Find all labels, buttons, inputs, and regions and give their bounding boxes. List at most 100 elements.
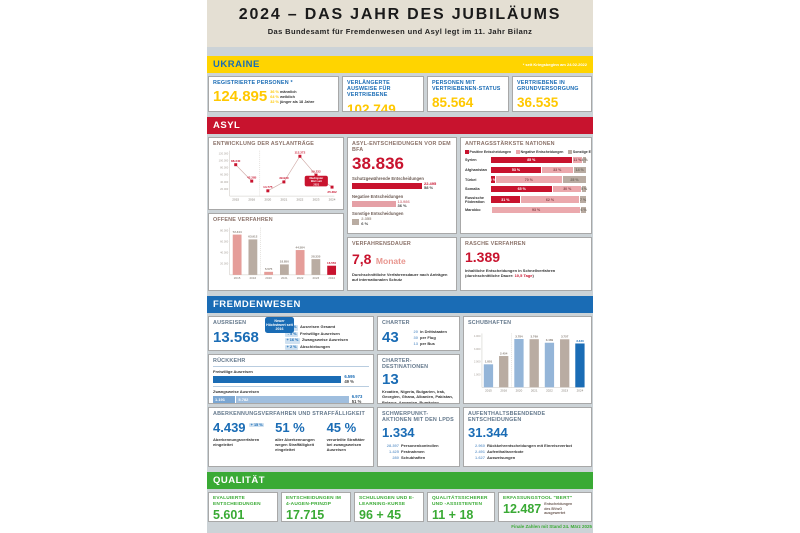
card-erfassungstool-bert: ERFASSUNGSTOOL "BERT" 12.487 Entscheidun… [498, 492, 592, 522]
legend-row: + 16 % Zwangsweise Ausreisen [285, 337, 349, 344]
svg-text:80.000: 80.000 [220, 166, 229, 170]
card-title: AUSREISEN [213, 320, 247, 326]
legend-row: 280 Schubhaften [392, 454, 426, 460]
card-title: ENTSCHEIDUNGEN IM 4-AUGEN-PRINZIP [286, 496, 342, 507]
svg-text:72.444: 72.444 [233, 230, 242, 234]
legend-row: 1.627 Ausweisungen [474, 454, 516, 460]
bar-label: Sonstige Entscheidungen [352, 211, 404, 217]
stat-value: 43 [382, 329, 399, 347]
svg-text:2022: 2022 [297, 276, 304, 280]
section-title-fremdenwesen: FREMDENWESEN [213, 299, 301, 310]
card-title: REGISTRIERTE PERSONEN * [213, 80, 293, 86]
stat-value: 36.535 [517, 95, 559, 111]
detail-row: 32 % jünger als 18 Jahre [270, 99, 315, 104]
svg-text:3.784: 3.784 [515, 335, 523, 339]
svg-text:2023: 2023 [561, 389, 568, 393]
card-vertriebenen-status: PERSONEN MIT VERTRIEBENEN-STATUS 85.564 [427, 76, 509, 112]
entscheidungen-bar-chart: Schutzgewährende Entscheidungen 22.495 58… [352, 176, 452, 227]
card-title: ENTWICKLUNG DER ASYLANTRÄGE [213, 141, 315, 147]
card-title: ASYL-ENTSCHEIDUNGEN VOR DEM BFA [352, 141, 451, 154]
svg-text:1.801: 1.801 [485, 360, 493, 364]
svg-text:112.272: 112.272 [294, 151, 305, 155]
bar: 1.191 5.782 [213, 395, 350, 403]
nation-row: Marokko 93 % 6 % [465, 206, 587, 214]
card-verfahrensdauer: VERFAHRENSDAUER 7,8 Monate Durchschnittl… [347, 237, 457, 291]
bar-segment: 14 % [573, 166, 587, 174]
stacked-bar: 93 % 6 % [491, 206, 587, 214]
svg-text:2021: 2021 [531, 389, 538, 393]
legend-swatch [465, 150, 469, 154]
decision-bar-row: Negative Entscheidungen 13.986 36 % [352, 194, 452, 209]
svg-text:2016: 2016 [248, 197, 255, 201]
bar-segment [213, 375, 343, 384]
card-title: VERTRIEBENE IN GRUNDVERSORGUNG [517, 80, 579, 93]
bar-segment: 33 % [541, 166, 574, 174]
card-charter-destinationen: CHARTER-DESTINATIONEN 13 Kroatien, Niger… [377, 354, 460, 404]
stat-details: 36 % männlich 64 % weiblich 32 % jünger … [270, 90, 314, 105]
svg-text:3.769: 3.769 [530, 335, 538, 339]
svg-text:2021: 2021 [281, 276, 288, 280]
stat-value: 12.487 [503, 502, 542, 517]
card-title: ERFASSUNGSTOOL "BERT" [503, 496, 573, 501]
svg-text:2015: 2015 [485, 389, 492, 393]
legend-row: 20 in Drittstaaten [413, 329, 447, 335]
bar-segment: 93 % [492, 206, 582, 214]
svg-text:63.912: 63.912 [248, 235, 257, 239]
masthead: 2024 – DAS JAHR DES JUBILÄUMS Das Bundes… [207, 0, 593, 47]
card-title: VERFAHRENSDAUER [352, 241, 412, 247]
stat-value: 124.895 [213, 88, 268, 106]
card-title: SCHWERPUNKT-AKTIONEN MIT DEN LPDs [382, 411, 454, 424]
svg-text:59.232: 59.232 [311, 169, 321, 173]
legend-item: Negative Entscheidungen [516, 150, 563, 154]
stat-label: verurteilte Straftäter bei zwangsweisen … [326, 436, 365, 453]
rueckkehr-bar-chart: Freiwillige Ausreisen 6.595 49 % Zwangswe… [213, 366, 369, 403]
aufenthalt-legend: 2.960 Rückkehrentscheidungen mit Einreise… [468, 443, 587, 460]
record-badge: Neuer Höchstwert seit 2016 [265, 317, 294, 333]
stat-label: Aberkennungsverfahren eingeleitet [213, 436, 260, 448]
nation-label: Russische Föderation [465, 195, 485, 204]
card-asyl-entscheidungen: ASYL-ENTSCHEIDUNGEN VOR DEM BFA 38.836 S… [347, 137, 457, 234]
stat-value: 17.715 [286, 507, 325, 522]
legend-row: + 2 % Abschiebungen [285, 343, 331, 350]
legend-row: 13 per Bus [413, 340, 435, 346]
stat-value: 13 [382, 371, 399, 389]
card-title: OFFENE VERFAHREN [213, 217, 273, 223]
card-title: ANTRAGSSTÄRKSTE NATIONEN [465, 141, 555, 147]
ausreisen-legend: + 5 %Ausreisen Gesamt - 5 %Freiwillige A… [285, 324, 369, 350]
card-title: AUFENTHALTSBEENDENDE ENTSCHEIDUNGEN [468, 411, 546, 424]
stacked-bar: 31 % 62 % 7 % [491, 196, 587, 203]
bar-segment: 4 % [581, 156, 588, 164]
svg-text:2021: 2021 [313, 183, 319, 187]
asylantraege-line-chart: 20.000 40.000 60.000 80.000 100.000 120.00088… [219, 151, 337, 202]
card-qualitaetssicherer: QUALITÄTSSICHERER UND -ASSISTENTEN 11 + … [427, 492, 495, 522]
card-title: EVALUIERTE ENTSCHEIDUNGEN [213, 496, 261, 507]
card-offene-verfahren: OFFENE VERFAHREN 20.000 40.000 60.000 80.00… [208, 213, 344, 291]
detail-row: 36 % männlich [270, 89, 297, 94]
svg-text:80.000: 80.000 [220, 229, 229, 233]
legend-row: - 5 % Freiwillige Ausreisen [285, 331, 369, 337]
nation-label: Marokko [465, 208, 481, 213]
bar-segment: 5 % [489, 176, 496, 183]
bar-segment: 53 % [491, 166, 542, 174]
stat-value: 51 % [275, 420, 305, 436]
svg-text:120.000: 120.000 [219, 152, 229, 156]
svg-text:2015: 2015 [234, 276, 241, 280]
bar-value: 6.595 49 % [344, 373, 355, 384]
svg-text:2016: 2016 [250, 276, 257, 280]
destination-list: Kroatien, Nigeria, Bulgarien, Irak, Geor… [382, 389, 453, 404]
svg-text:60.000: 60.000 [220, 173, 229, 177]
section-title-asyl: ASYL [213, 120, 241, 131]
card-title: CHARTER [382, 320, 410, 326]
stat-value: 85.564 [432, 95, 474, 111]
stat-block: AUSREISEN 13.568 [213, 320, 259, 350]
bar-segment: 30 % [553, 185, 583, 193]
bar-value: 13.986 36 % [397, 198, 410, 209]
card-schubhaften: SCHUBHAFTEN 1.000 2.000 3.000 4.000 1.801 201… [463, 316, 592, 404]
svg-text:2022: 2022 [546, 389, 553, 393]
nation-label: Somalia [465, 187, 480, 192]
page-title: 2024 – DAS JAHR DES JUBILÄUMS [238, 6, 562, 23]
svg-text:2.454: 2.454 [500, 352, 508, 356]
svg-text:Niedrigster: Niedrigster [309, 176, 323, 180]
card-title: VERLÄNGERTE AUSWEISE FÜR VERTRIEBENE [347, 80, 391, 99]
bar-segment: 5.782 [236, 395, 350, 403]
